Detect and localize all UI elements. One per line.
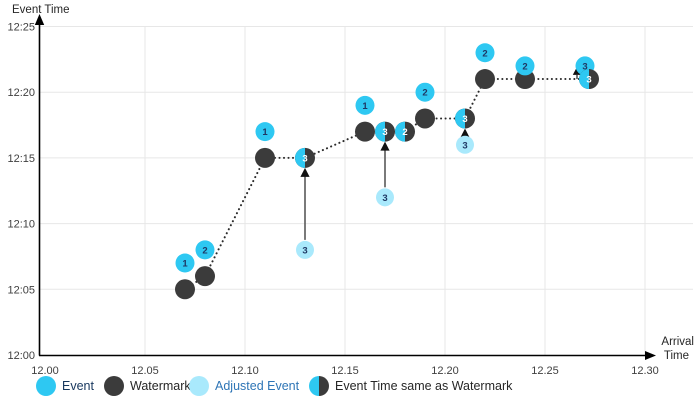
svg-text:12.30: 12.30 (631, 365, 659, 377)
svg-text:Time: Time (664, 350, 689, 362)
svg-text:2: 2 (482, 48, 487, 59)
adjusted-event-icon (189, 376, 209, 396)
svg-text:3: 3 (302, 153, 307, 164)
svg-text:12.00: 12.00 (31, 365, 59, 377)
svg-text:1: 1 (262, 127, 268, 138)
svg-text:Arrival: Arrival (661, 336, 694, 348)
svg-text:Event Time: Event Time (12, 4, 70, 16)
svg-text:3: 3 (582, 61, 587, 72)
svg-text:2: 2 (522, 61, 527, 72)
svg-text:2: 2 (202, 245, 207, 256)
watermark-icon (104, 376, 124, 396)
svg-text:3: 3 (586, 75, 591, 86)
legend-label-event: Event (62, 379, 94, 393)
legend-label-event-same-as-watermark: Event Time same as Watermark (335, 379, 513, 393)
svg-text:3: 3 (302, 245, 307, 256)
svg-text:12:00: 12:00 (7, 350, 35, 362)
svg-text:1: 1 (182, 259, 188, 270)
svg-text:2: 2 (422, 88, 427, 99)
svg-text:12.05: 12.05 (131, 365, 159, 377)
svg-text:12.20: 12.20 (431, 365, 459, 377)
legend-item-watermark: Watermark (104, 374, 191, 398)
event-icon (36, 376, 56, 396)
event-same-as-watermark-icon (309, 376, 329, 396)
legend-item-adjusted-event: Adjusted Event (189, 374, 299, 398)
svg-text:12.15: 12.15 (331, 365, 359, 377)
svg-text:3: 3 (462, 114, 467, 125)
svg-text:12.25: 12.25 (531, 365, 559, 377)
svg-text:12:20: 12:20 (7, 87, 35, 99)
svg-text:12:05: 12:05 (7, 284, 35, 296)
svg-text:3: 3 (462, 140, 467, 151)
svg-text:12:10: 12:10 (7, 219, 35, 231)
legend-item-event: Event (36, 374, 94, 398)
legend-label-adjusted-event: Adjusted Event (215, 379, 300, 393)
svg-text:2: 2 (402, 127, 407, 138)
svg-text:12:25: 12:25 (7, 22, 35, 34)
svg-text:3: 3 (382, 127, 387, 138)
legend-label-watermark: Watermark (130, 379, 191, 393)
svg-text:1: 1 (362, 101, 368, 112)
svg-text:12.10: 12.10 (231, 365, 259, 377)
chart-legend: Event Watermark Adjusted Event Event Tim… (0, 374, 696, 400)
svg-text:3: 3 (382, 193, 387, 204)
legend-item-event-same-as-watermark: Event Time same as Watermark (309, 374, 512, 398)
svg-text:12:15: 12:15 (7, 153, 35, 165)
